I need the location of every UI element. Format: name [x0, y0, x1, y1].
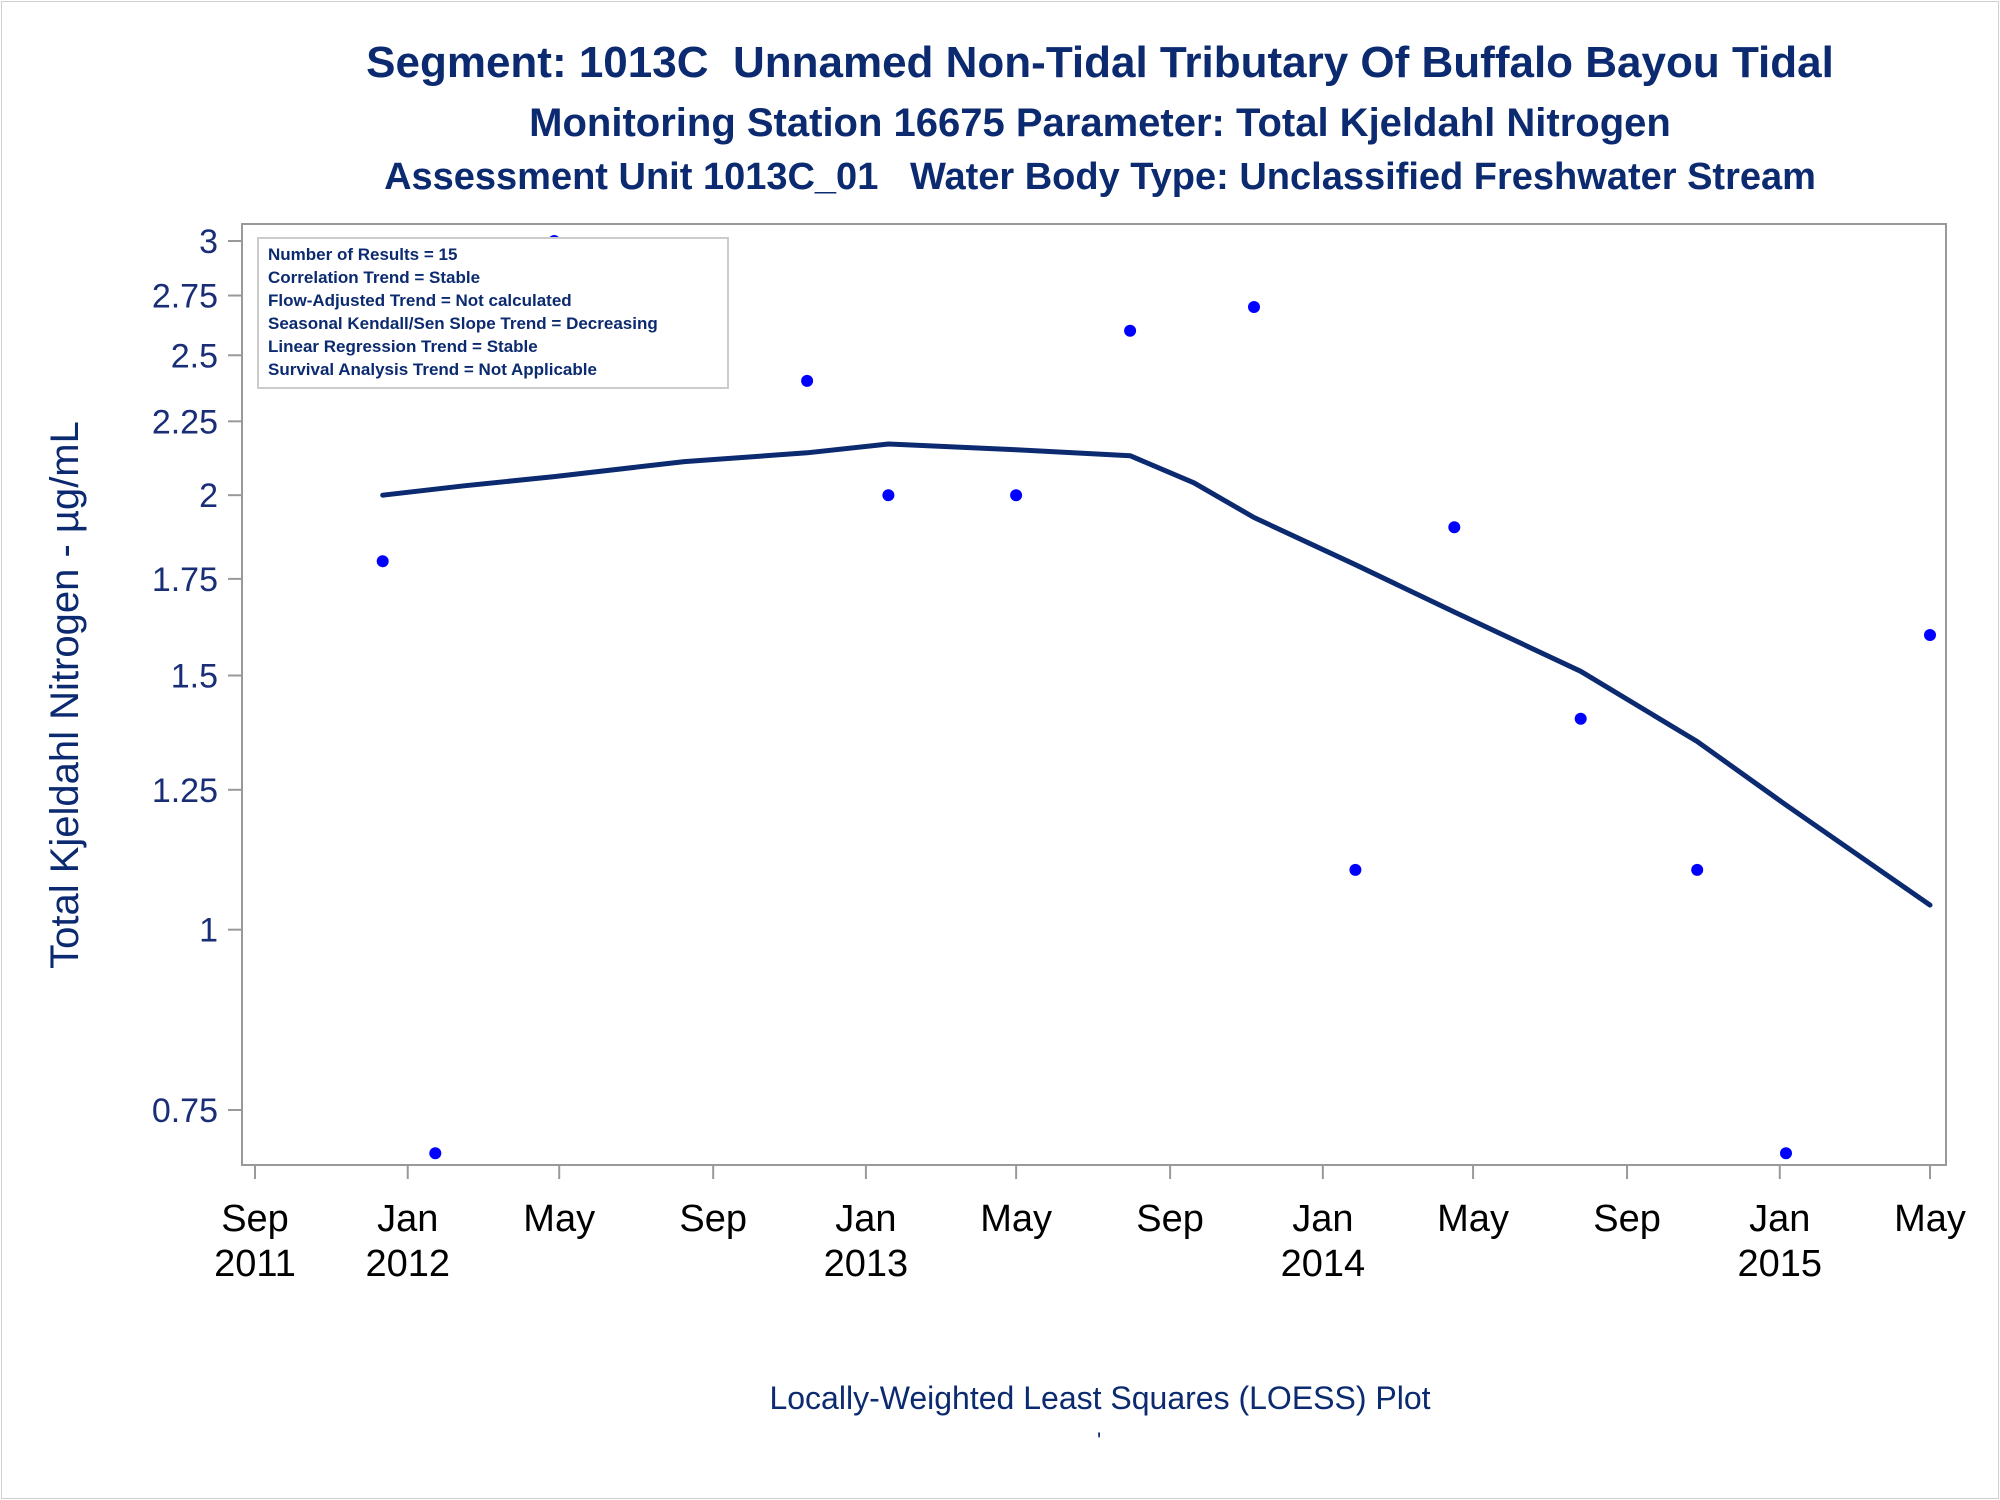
trend-stats-line: Seasonal Kendall/Sen Slope Trend = Decre… [268, 314, 658, 333]
data-point [882, 489, 895, 502]
y-tick-label: 3 [199, 223, 218, 261]
x-tick-month-label: May [1437, 1198, 1509, 1240]
x-tick-year-label: 2012 [365, 1243, 450, 1285]
data-point [429, 1147, 442, 1160]
data-point [1010, 489, 1023, 502]
x-tick-month-label: Jan [835, 1198, 896, 1240]
chart-footer: Locally-Weighted Least Squares (LOESS) P… [769, 1380, 1431, 1416]
y-tick-label: 2.25 [152, 403, 218, 441]
chart-subtitle: Monitoring Station 16675 Parameter: Tota… [529, 101, 1671, 145]
data-point [1780, 1147, 1792, 1160]
data-point [1349, 863, 1362, 876]
y-tick-label: 1 [199, 912, 218, 950]
trend-stats-box-border [257, 237, 729, 389]
x-tick-month-label: Sep [679, 1198, 747, 1240]
trend-stats-line: Survival Analysis Trend = Not Applicable [268, 360, 597, 379]
plot-area-frame [241, 223, 1947, 1166]
footer-mark: ' [1097, 1428, 1102, 1453]
y-tick-label: 0.75 [152, 1092, 218, 1130]
x-tick-month-label: May [523, 1198, 595, 1240]
x-tick-year-label: 2015 [1738, 1243, 1823, 1285]
trend-stats-line: Correlation Trend = Stable [268, 268, 480, 287]
x-tick-month-label: Jan [1292, 1198, 1353, 1240]
data-point [1574, 712, 1587, 725]
y-axis-label: Total Kjeldahl Nitrogen - µg/mL [43, 421, 87, 969]
chart-title: Segment: 1013C Unnamed Non-Tidal Tributa… [366, 38, 1834, 87]
trend-stats-line: Linear Regression Trend = Stable [268, 337, 538, 356]
data-point [1124, 324, 1137, 337]
y-tick-label: 1.25 [152, 772, 218, 810]
data-point [801, 374, 814, 387]
y-tick-label: 1.5 [171, 658, 218, 696]
x-tick-month-label: Sep [1136, 1198, 1204, 1240]
y-axis: 0.75 1 1.25 1.5 1.75 2 2.25 2.5 2.75 3 [152, 223, 242, 1130]
x-tick-month-label: Jan [377, 1198, 438, 1240]
x-tick-month-label: Jan [1749, 1198, 1810, 1240]
data-point [376, 555, 389, 568]
x-tick-year-label: 2014 [1281, 1243, 1366, 1285]
chart-subtitle-2: Assessment Unit 1013C_01 Water Body Type… [384, 156, 1816, 198]
y-tick-label: 2.5 [171, 337, 218, 375]
x-tick-month-label: May [1894, 1198, 1966, 1240]
x-tick-month-label: Sep [221, 1198, 289, 1240]
data-point [1248, 301, 1260, 313]
y-tick-label: 2.75 [152, 278, 218, 316]
x-tick-year-label: 2013 [824, 1243, 909, 1285]
data-point [1924, 629, 1936, 641]
y-tick-label: 1.75 [152, 561, 218, 599]
trend-stats-line: Flow-Adjusted Trend = Not calculated [268, 291, 572, 310]
trend-stats-line: Number of Results = 15 [268, 245, 457, 264]
data-point [1448, 521, 1461, 534]
loess-line-layer [380, 441, 1933, 908]
x-tick-month-label: May [980, 1198, 1052, 1240]
x-tick-month-label: Sep [1593, 1198, 1661, 1240]
y-tick-label: 2 [199, 477, 218, 515]
loess-line [380, 441, 1933, 908]
data-point [1691, 863, 1704, 876]
trend-stats-box: Number of Results = 15 Correlation Trend … [257, 237, 729, 389]
x-tick-year-label: 2011 [214, 1243, 296, 1285]
